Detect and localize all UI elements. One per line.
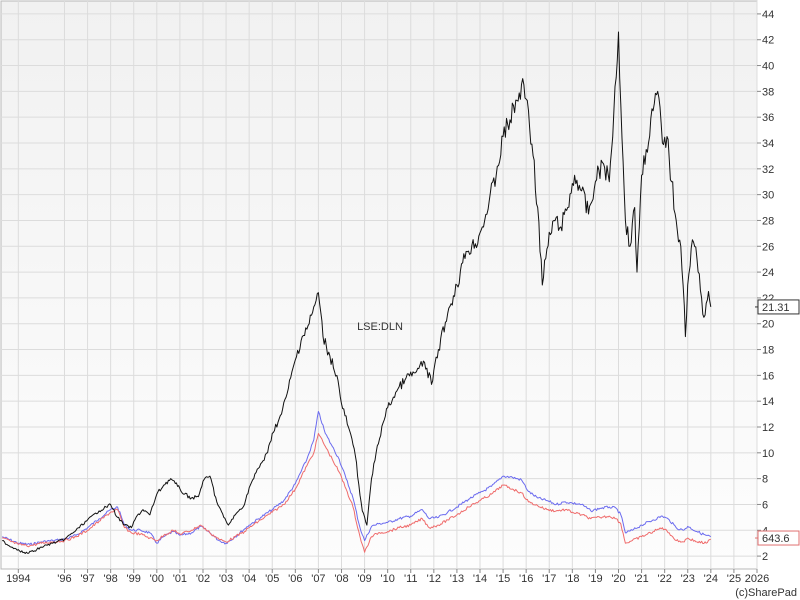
- y-tick-label: 20: [762, 319, 774, 331]
- value-tag-text: 643.6: [762, 533, 790, 545]
- series-group: [2, 31, 712, 554]
- y-tick-label: 40: [762, 61, 774, 73]
- x-tick-label: '15: [496, 573, 510, 585]
- x-tick-label: '04: [242, 573, 256, 585]
- y-tick-label: 32: [762, 164, 774, 176]
- y-tick-label: 36: [762, 112, 774, 124]
- y-tick-label: 28: [762, 215, 774, 227]
- x-tick-label: '17: [542, 573, 556, 585]
- y-tick-label: 8: [762, 474, 768, 486]
- x-tick-label: '06: [288, 573, 302, 585]
- x-tick-label: '13: [450, 573, 464, 585]
- x-tick-label: '05: [265, 573, 279, 585]
- x-tick-label: '99: [127, 573, 141, 585]
- x-tick-label: '21: [634, 573, 648, 585]
- x-tick-label: '08: [334, 573, 348, 585]
- y-axis: 2468101214161820222426283032343638404244: [757, 9, 774, 563]
- x-tick-label: 2026: [745, 573, 769, 585]
- x-tick-label: 1994: [6, 573, 30, 585]
- series-line: [2, 411, 712, 546]
- x-tick-label: '12: [427, 573, 441, 585]
- x-tick-label: '20: [611, 573, 625, 585]
- x-tick-label: '09: [357, 573, 371, 585]
- y-tick-label: 42: [762, 35, 774, 47]
- y-tick-label: 18: [762, 345, 774, 357]
- y-tick-label: 34: [762, 138, 774, 150]
- y-tick-label: 14: [762, 396, 774, 408]
- x-tick-label: '18: [565, 573, 579, 585]
- x-tick-label: '24: [704, 573, 718, 585]
- x-tick-label: '22: [657, 573, 671, 585]
- x-tick-label: '00: [150, 573, 164, 585]
- x-axis: 1994 '96 '97 '98 '99 '00 '01 '02 '03 '04 '05 '06 '07…: [6, 569, 769, 585]
- y-tick-label: 6: [762, 499, 768, 511]
- x-tick-label: '98: [103, 573, 117, 585]
- x-tick-label: '11: [404, 573, 418, 585]
- x-tick-label: '25: [727, 573, 741, 585]
- y-tick-label: 26: [762, 241, 774, 253]
- x-tick-label: '96: [57, 573, 71, 585]
- gridlines: [1, 1, 758, 569]
- y-tick-label: 30: [762, 190, 774, 202]
- x-tick-label: '16: [519, 573, 533, 585]
- y-tick-label: 24: [762, 267, 774, 279]
- x-tick-label: '10: [380, 573, 394, 585]
- x-tick-label: '07: [311, 573, 325, 585]
- plot-area: [0, 0, 758, 570]
- y-tick-label: 2: [762, 551, 768, 563]
- credit-label: (c)SharePad: [735, 587, 797, 599]
- value-tags: 21.31 643.6: [755, 299, 800, 546]
- x-tick-label: '19: [588, 573, 602, 585]
- series-line: [2, 433, 711, 553]
- y-tick-label: 10: [762, 448, 774, 460]
- y-tick-label: 44: [762, 9, 774, 21]
- y-tick-label: 16: [762, 370, 774, 382]
- value-tag-text: 21.31: [762, 302, 790, 314]
- y-tick-label: 12: [762, 422, 774, 434]
- series-line: [2, 31, 712, 554]
- x-tick-label: '02: [196, 573, 210, 585]
- x-tick-label: '01: [173, 573, 187, 585]
- x-tick-label: '03: [219, 573, 233, 585]
- y-tick-label: 38: [762, 86, 774, 98]
- watermark: LSE:DLN: [357, 321, 403, 333]
- x-tick-label: '14: [473, 573, 487, 585]
- x-tick-label: '97: [80, 573, 94, 585]
- x-tick-label: '23: [681, 573, 695, 585]
